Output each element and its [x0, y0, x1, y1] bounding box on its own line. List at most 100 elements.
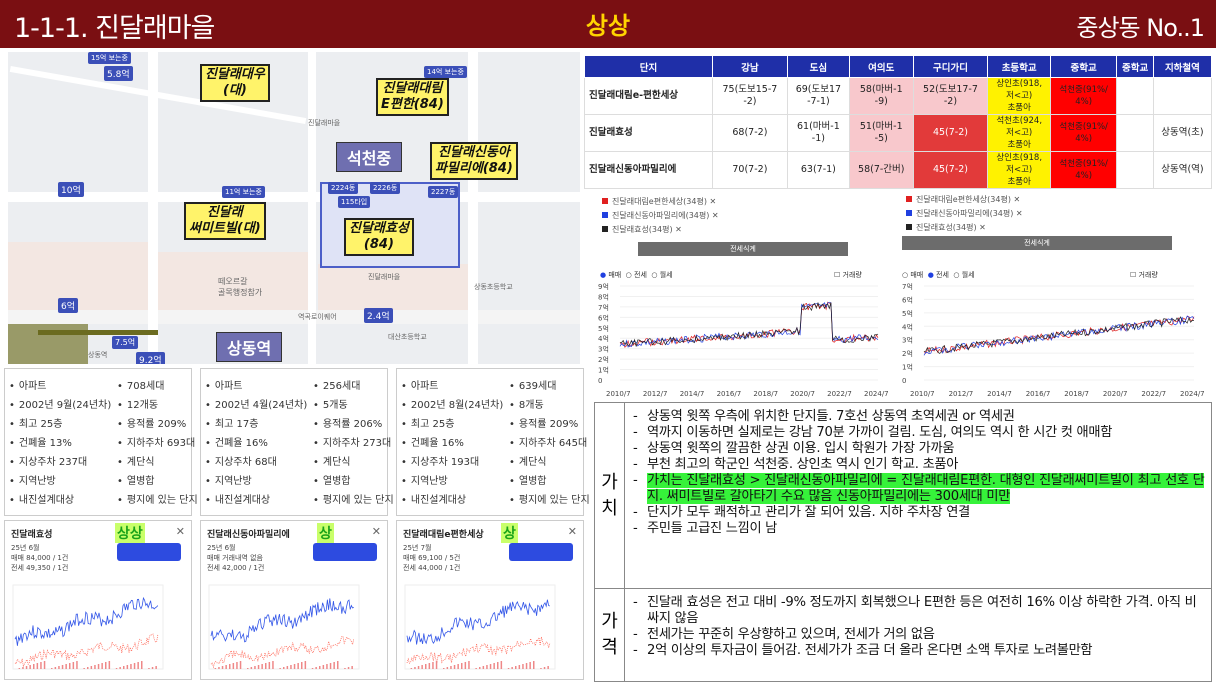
price-chart-hyosung[interactable]: 진달래효성 상상 ✕ 25년 6월 매매 84,000 / 1건 전세 49,3… — [4, 520, 192, 680]
x-tick-label: 2024/7 — [864, 390, 889, 398]
price-series-line — [619, 301, 879, 347]
info-item: 639세대 — [509, 377, 590, 396]
volume-bar — [90, 666, 93, 669]
table-cell: 상인초(918, 저<고) 초품아 — [987, 77, 1051, 115]
table-header: 중학교 — [1116, 55, 1154, 78]
legend-label: 진달래효성(34평) — [612, 225, 673, 234]
chart-filter-badge[interactable] — [117, 543, 181, 561]
table-header: 도심 — [786, 55, 850, 78]
volume-bar — [101, 663, 103, 669]
comment-line: 전세가는 꾸준히 우상향하고 있으며, 전세가 거의 없음 — [633, 627, 1205, 643]
x-tick-label: 2022/7 — [1141, 390, 1166, 398]
legend-item[interactable]: 진달래대림e편한세상(34평) ✕ — [906, 194, 1023, 205]
comment-line: 주민들 고급진 느낌이 남 — [633, 521, 1205, 537]
volume-bar — [51, 668, 53, 669]
map-price-tag: 15억 보는중 — [88, 52, 131, 64]
map-screenshot[interactable]: 15억 보는중 5.8억 14억 보는중 11억 보는중 10억 2224동 2… — [8, 52, 580, 364]
legend-item[interactable]: 진달래신동아파밀리에(34평) ✕ — [906, 208, 1023, 219]
radio-label: 월세 — [961, 271, 975, 279]
map-price-tag: 6억 — [58, 298, 79, 313]
trade-type-radios[interactable]: ○ 매매 ● 전세 ○ 월세 — [902, 271, 975, 279]
volume-bar — [40, 662, 42, 669]
price-chart-daelim[interactable]: 진달래대림e편한세상 상 ✕ 25년 7월 매매 69,100 / 5건 전세 … — [396, 520, 584, 680]
sale-series-line — [210, 598, 354, 643]
volume-bar — [540, 668, 542, 669]
volume-bar — [115, 668, 118, 669]
chart-grade: 상 — [501, 523, 518, 543]
info-item: 평지에 있는 단지 — [117, 491, 198, 510]
volume-bar — [293, 664, 296, 669]
map-label-hyosung: 진달래효성 (84) — [344, 218, 414, 256]
table-cell: 45(7-2) — [912, 114, 989, 152]
table-cell: 58(마버-1 -9) — [848, 77, 914, 115]
map-price-tag: 10억 — [58, 182, 84, 197]
volume-bar — [322, 665, 325, 669]
volume-bar — [247, 668, 249, 669]
info-item: 열병합 — [509, 472, 590, 491]
x-tick-label: 2016/7 — [1026, 390, 1051, 398]
volume-bar — [522, 664, 524, 669]
close-icon[interactable]: ✕ — [567, 525, 577, 538]
table-header: 강남 — [712, 55, 788, 78]
volume-bar — [214, 668, 217, 669]
y-tick-label: 3억 — [598, 346, 609, 354]
close-icon[interactable]: ✕ — [371, 525, 381, 538]
volume-bar — [410, 668, 413, 669]
volume-bar — [137, 662, 139, 669]
map-station-label: 상동역 — [216, 332, 283, 362]
chart-filter-badge[interactable] — [509, 543, 573, 561]
volume-bar — [29, 665, 31, 669]
trade-chart-jeonse[interactable]: 진달래대림e편한세상(34평) ✕ 진달래신동아파밀리에(34평) ✕ 진달래효… — [898, 190, 1208, 400]
legend-label: 진달래신동아파밀리에(34평) — [612, 211, 710, 220]
volume-bar — [351, 666, 353, 669]
y-tick-label: 6억 — [598, 314, 609, 322]
volume-bar — [286, 666, 289, 669]
set-button[interactable]: 전세식계 — [638, 242, 848, 256]
trade-chart-sale[interactable]: 진달래대림e편한세상(34평) ✕ 진달래신동아파밀리에(34평) ✕ 진달래효… — [594, 190, 892, 400]
info-item: 지하주차 693대 — [117, 434, 198, 453]
legend-item[interactable]: 진달래대림e편한세상(34평) ✕ — [602, 196, 719, 207]
volume-bar — [87, 667, 89, 669]
x-tick-label: 2010/7 — [606, 390, 631, 398]
volume-bar — [529, 662, 531, 669]
table-header: 여의도 — [848, 55, 914, 78]
y-tick-label: 1억 — [598, 367, 609, 375]
sale-series-line — [14, 596, 159, 646]
table-header: 중학교 — [1049, 55, 1118, 78]
map-school-label: 석천중 — [336, 142, 403, 172]
volume-bar — [301, 662, 303, 669]
table-header: 구디가디 — [912, 55, 989, 78]
legend-label: 진달래대림e편한세상(34평) — [916, 195, 1011, 204]
volume-bar — [254, 666, 256, 669]
volume-bar — [417, 666, 420, 669]
volume-bar — [453, 665, 456, 669]
legend-item[interactable]: 진달래효성(34평) ✕ — [602, 224, 719, 235]
jeonse-series-line — [406, 636, 551, 664]
info-item: 최고 25층 — [401, 415, 503, 434]
table-cell: 진달래효성 — [584, 114, 713, 152]
legend-label: 진달래신동아파밀리에(34평) — [916, 209, 1014, 218]
close-icon[interactable]: ✕ — [175, 525, 185, 538]
info-item: 지역난방 — [9, 472, 111, 491]
table-cell: 진달래대림e-편한세상 — [584, 77, 713, 115]
chart-grade: 상 — [317, 523, 334, 543]
legend-item[interactable]: 진달래효성(34평) ✕ — [906, 222, 1023, 233]
volume-bar — [443, 668, 445, 669]
chart-filter-badge[interactable] — [313, 543, 377, 561]
trade-type-radios[interactable]: ● 매매 ○ 전세 ○ 월세 — [600, 271, 673, 279]
y-tick-label: 0 — [598, 377, 602, 385]
price-section: 가격 진달래 효성은 전고 대비 -9% 정도까지 회복했으나 E편한 등은 여… — [595, 589, 1211, 681]
legend-item[interactable]: 진달래신동아파밀리에(34평) ✕ — [602, 210, 719, 221]
price-chart-shindonga[interactable]: 진달래신동아파밀리에 상 ✕ 25년 6월 매매 거래내역 없음 전세 42,0… — [200, 520, 388, 680]
volume-bar — [261, 664, 263, 669]
volume-bar — [65, 664, 67, 669]
set-button[interactable]: 전세식계 — [902, 236, 1172, 250]
info-item: 지상주차 193대 — [401, 453, 503, 472]
volume-toggle[interactable]: ☐ 거래량 — [834, 271, 862, 279]
table-cell: 상인초(918, 저<고) 초품아 — [987, 151, 1051, 189]
volume-bar — [148, 668, 150, 669]
complex-info-hyosung: 아파트2002년 9월(24년차)최고 25층건폐율 13%지상주차 237대지… — [4, 368, 198, 516]
volume-toggle[interactable]: ☐ 거래량 — [1130, 271, 1158, 279]
radio-label: 전세 — [936, 271, 949, 279]
radio-label: 전세 — [634, 271, 647, 279]
